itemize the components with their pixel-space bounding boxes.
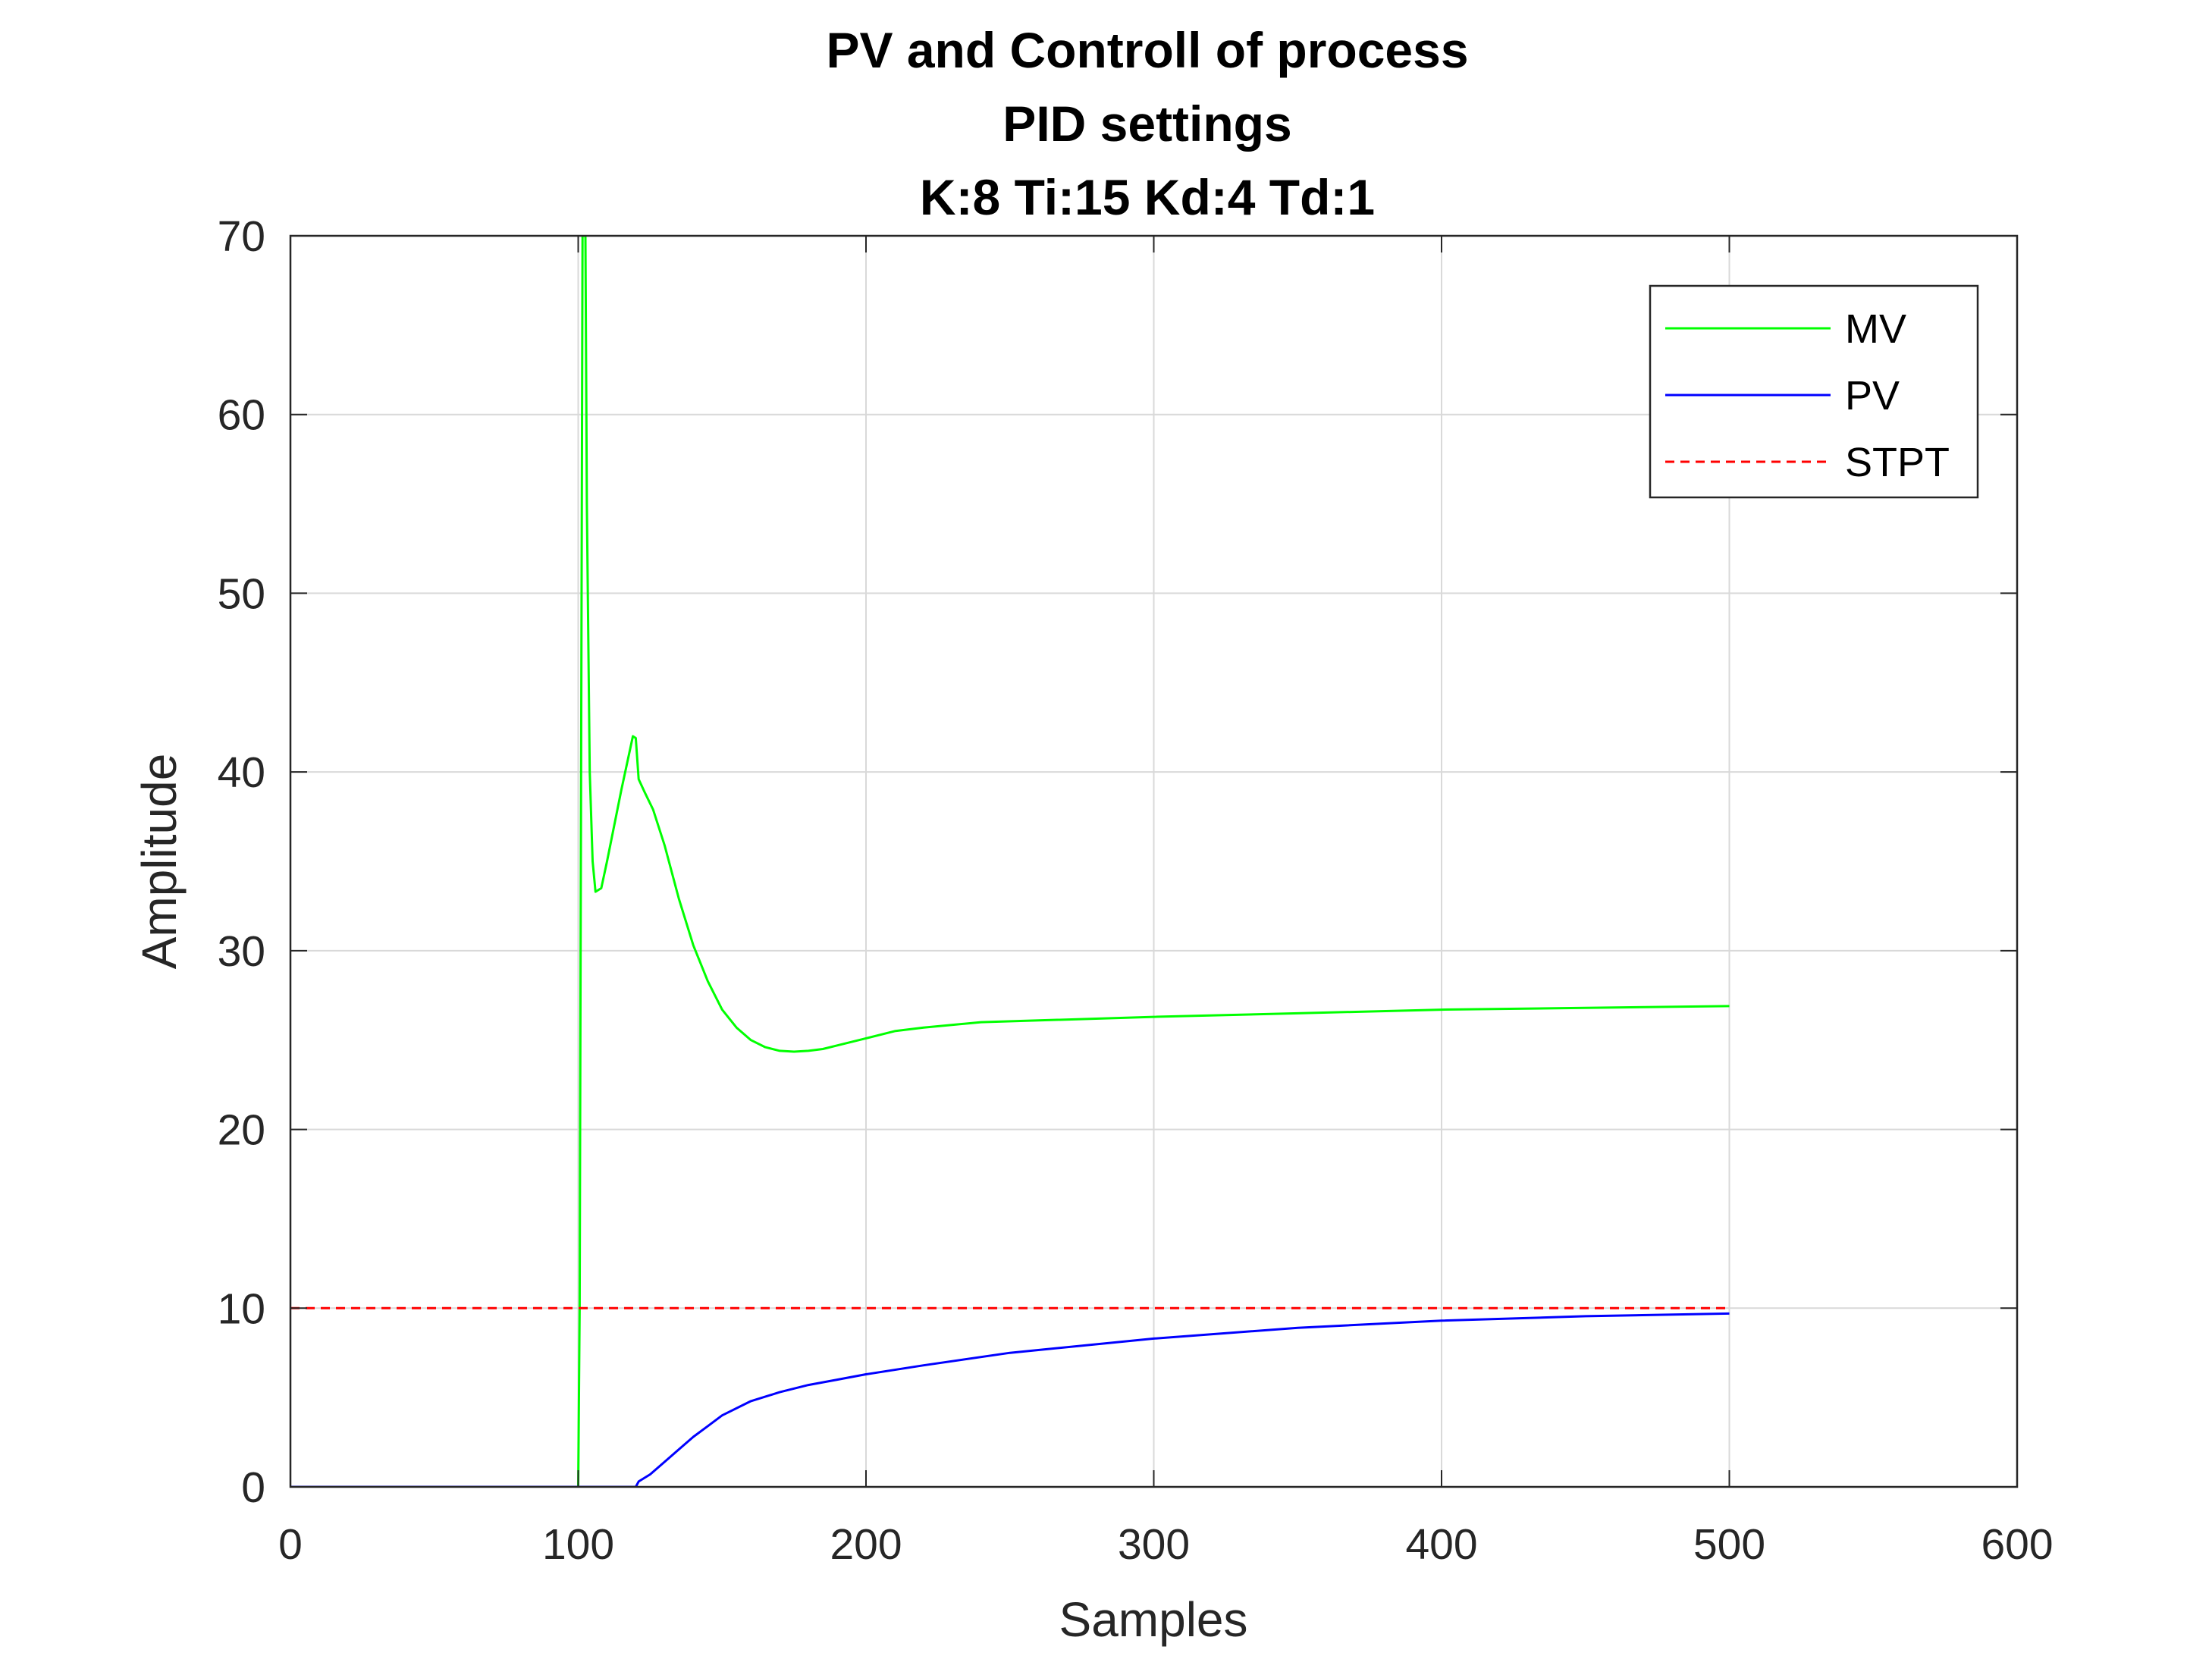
- y-axis-label: Amplitude: [132, 754, 187, 970]
- legend-label-stpt: STPT: [1845, 440, 1950, 485]
- axes: [289, 234, 2019, 1488]
- x-tick-label: 200: [830, 1520, 902, 1569]
- y-tick-label: 10: [218, 1284, 265, 1333]
- legend-label-pv: PV: [1845, 373, 1900, 419]
- y-tick-label: 30: [218, 927, 265, 976]
- series-line-mv: [290, 236, 1730, 1487]
- y-tick-label: 70: [218, 212, 265, 261]
- series-line-pv: [290, 1312, 1730, 1487]
- chart-title-line-2: PID settings: [1002, 96, 1291, 152]
- y-tick-label: 40: [218, 748, 265, 797]
- y-tick-label: 50: [218, 569, 265, 618]
- legend: MV PV STPT: [1649, 284, 1979, 499]
- x-tick-label: 600: [1981, 1520, 2053, 1569]
- y-tick-label: 0: [241, 1463, 265, 1512]
- x-tick-label: 0: [278, 1520, 303, 1569]
- y-tick-labels: 0 10 20 30 40 50 60 70: [218, 212, 265, 1512]
- legend-label-mv: MV: [1845, 306, 1906, 352]
- x-tick-labels: 0 100 200 300 400 500 600: [278, 1520, 2053, 1569]
- x-tick-label: 300: [1118, 1520, 1190, 1569]
- x-tick-label: 500: [1693, 1520, 1765, 1569]
- chart-title: PV and Controll of process PID settings …: [826, 22, 1468, 225]
- y-tick-label: 60: [218, 391, 265, 440]
- x-tick-label: 100: [542, 1520, 614, 1569]
- y-tick-label: 20: [218, 1106, 265, 1155]
- series-lines: [290, 236, 1730, 1487]
- axes-box: [289, 234, 2019, 1488]
- x-axis-label: Samples: [1059, 1592, 1248, 1647]
- chart-title-line-3: K:8 Ti:15 Kd:4 Td:1: [920, 169, 1375, 225]
- x-tick-label: 400: [1405, 1520, 1477, 1569]
- chart-title-line-1: PV and Controll of process: [826, 22, 1468, 78]
- grid: [290, 236, 2017, 1487]
